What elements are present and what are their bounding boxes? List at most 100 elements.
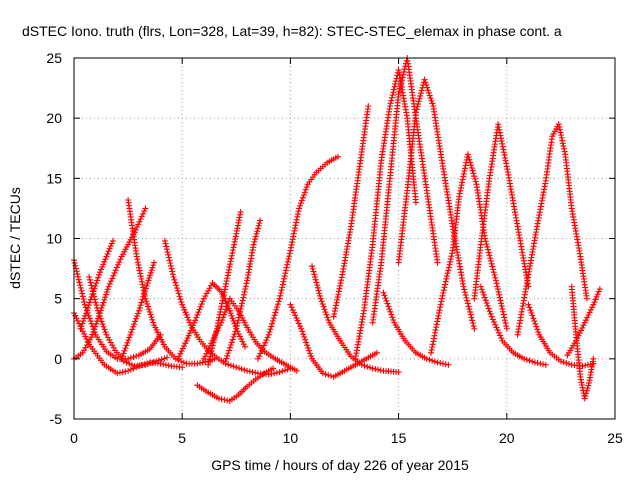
data-point	[443, 275, 450, 282]
data-point	[467, 308, 474, 315]
data-point	[471, 173, 478, 180]
data-point	[503, 322, 510, 329]
data-point	[458, 182, 465, 189]
data-point	[233, 325, 240, 332]
y-tick-label: -5	[50, 411, 63, 427]
data-point	[427, 95, 434, 102]
data-point	[423, 81, 430, 88]
data-point	[209, 342, 216, 349]
data-point	[95, 310, 102, 317]
data-point	[498, 335, 505, 342]
data-point	[282, 270, 289, 277]
data-point	[557, 129, 564, 136]
data-point	[396, 85, 403, 92]
data-point	[145, 277, 152, 284]
data-point	[314, 282, 321, 289]
data-point	[72, 312, 79, 319]
data-point	[103, 288, 110, 295]
data-point	[491, 272, 498, 279]
data-point	[166, 257, 173, 264]
data-point	[492, 274, 499, 281]
data-point	[134, 259, 141, 266]
data-point	[582, 362, 589, 369]
data-point	[422, 79, 429, 86]
track-23	[471, 121, 532, 302]
data-point	[215, 317, 222, 324]
data-point	[323, 311, 330, 318]
data-point	[133, 353, 140, 360]
data-point	[76, 279, 83, 286]
data-point	[431, 332, 438, 339]
data-point	[81, 347, 88, 354]
data-point	[271, 312, 278, 319]
data-point	[330, 313, 337, 320]
data-point	[493, 324, 500, 331]
data-point	[294, 211, 301, 218]
data-point	[358, 361, 365, 368]
data-point	[439, 360, 446, 367]
data-point	[134, 310, 141, 317]
data-point	[530, 315, 537, 322]
data-point	[120, 350, 127, 357]
data-point	[497, 332, 504, 339]
data-point	[178, 358, 185, 365]
data-point	[207, 350, 214, 357]
data-point	[529, 358, 536, 365]
data-point	[89, 285, 96, 292]
data-point	[124, 339, 131, 346]
data-point	[381, 292, 388, 299]
data-point	[94, 307, 101, 314]
data-point	[579, 324, 586, 331]
track-19	[369, 55, 441, 326]
data-point	[413, 106, 420, 113]
data-point	[242, 286, 249, 293]
data-point	[271, 370, 278, 377]
data-point	[172, 279, 179, 286]
data-point	[148, 267, 155, 274]
data-point	[540, 361, 547, 368]
x-tick-label: 20	[499, 430, 515, 446]
data-point	[531, 318, 538, 325]
data-point	[81, 330, 88, 337]
data-point	[94, 277, 101, 284]
data-point	[309, 263, 316, 270]
data-point	[127, 331, 134, 338]
data-point	[496, 126, 503, 133]
data-point	[331, 310, 338, 317]
data-point	[237, 308, 244, 315]
data-point	[116, 369, 123, 376]
track-12	[205, 209, 244, 368]
data-point	[372, 366, 379, 373]
data-point	[85, 339, 92, 346]
data-point	[390, 86, 397, 93]
data-point	[263, 337, 270, 344]
data-point	[197, 360, 204, 367]
data-point	[294, 317, 301, 324]
data-point	[205, 359, 212, 366]
data-point	[114, 370, 121, 377]
data-point	[392, 80, 399, 87]
data-point	[225, 269, 232, 276]
data-point	[143, 298, 150, 305]
data-point	[255, 222, 262, 229]
data-point	[96, 313, 103, 320]
data-point	[146, 274, 153, 281]
data-point	[426, 356, 433, 363]
data-point	[589, 304, 596, 311]
data-point	[147, 269, 154, 276]
track-11	[194, 365, 277, 404]
data-point	[442, 278, 449, 285]
data-point	[241, 343, 248, 350]
data-point	[225, 361, 232, 368]
data-point	[459, 176, 466, 183]
data-point	[224, 275, 231, 282]
data-point	[163, 246, 170, 253]
data-point	[281, 367, 288, 374]
data-point	[484, 243, 491, 250]
data-point	[137, 216, 144, 223]
data-point	[497, 132, 504, 139]
data-point	[211, 336, 218, 343]
data-point	[217, 306, 224, 313]
data-point	[233, 322, 240, 329]
data-point	[317, 295, 324, 302]
